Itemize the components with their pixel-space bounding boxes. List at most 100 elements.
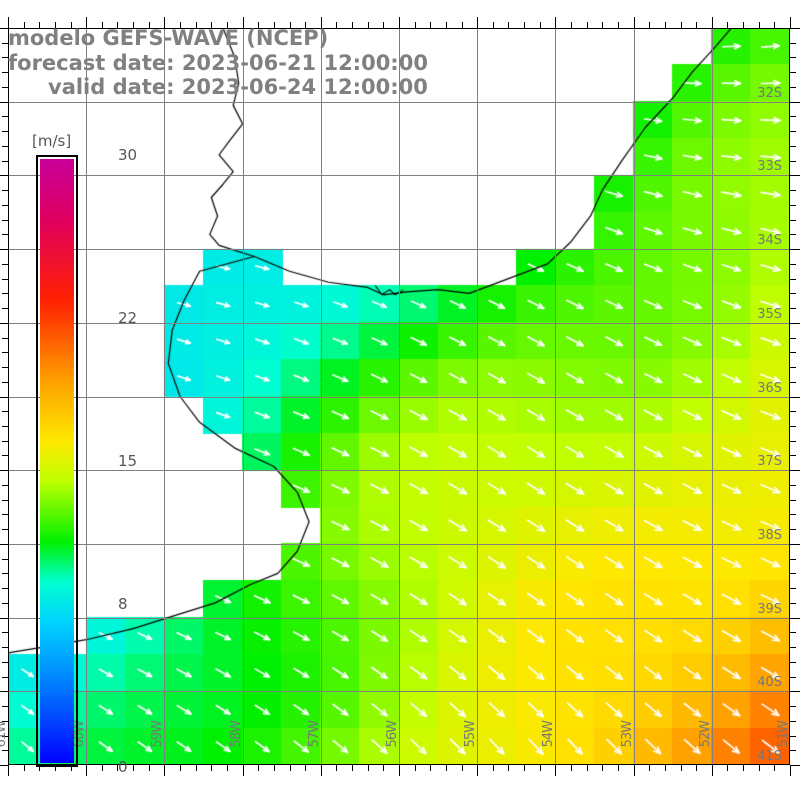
- tick-top: [258, 22, 259, 28]
- tick-left: [2, 220, 8, 221]
- tick-top: [8, 17, 9, 28]
- gridline-lat: [8, 544, 790, 545]
- tick-bottom: [665, 765, 666, 771]
- gridline-lat: [8, 618, 790, 619]
- tick-bottom: [649, 765, 650, 771]
- forecast-date-title: forecast date: 2023-06-21 12:00:00: [8, 50, 428, 75]
- tick-top: [774, 22, 775, 28]
- title-block: modelo GEFS-WAVE (NCEP) forecast date: 2…: [0, 26, 500, 100]
- gridline-lon: [399, 28, 400, 765]
- tick-bottom: [399, 765, 400, 776]
- tick-right: [790, 338, 796, 339]
- tick-right: [790, 190, 796, 191]
- gridline-lon: [634, 28, 635, 765]
- tick-top: [274, 22, 275, 28]
- tick-bottom: [462, 765, 463, 771]
- tick-left: [2, 116, 8, 117]
- latitude-label-35S: 35S: [757, 306, 782, 322]
- tick-top: [571, 22, 572, 28]
- tick-bottom: [211, 765, 212, 771]
- tick-right: [790, 293, 796, 294]
- tick-top: [618, 22, 619, 28]
- tick-bottom: [508, 765, 509, 771]
- longitude-label-57W: 57W: [306, 721, 322, 748]
- tick-bottom: [164, 765, 165, 776]
- tick-left: [2, 205, 8, 206]
- tick-right: [790, 514, 796, 515]
- colorbar-tick-22: 22: [118, 309, 138, 328]
- latitude-label-39S: 39S: [757, 601, 782, 617]
- tick-left: [2, 367, 8, 368]
- tick-right: [790, 382, 796, 383]
- tick-left: [0, 323, 8, 324]
- tick-bottom: [243, 765, 244, 776]
- tick-bottom: [493, 765, 494, 771]
- tick-top: [508, 22, 509, 28]
- tick-top: [759, 22, 760, 28]
- tick-left: [0, 397, 8, 398]
- tick-right: [790, 736, 796, 737]
- tick-top: [555, 17, 556, 28]
- tick-top: [540, 22, 541, 28]
- model-title: modelo GEFS-WAVE (NCEP): [8, 26, 329, 50]
- tick-left: [0, 470, 8, 471]
- tick-top: [681, 22, 682, 28]
- tick-left: [2, 588, 8, 589]
- tick-top: [462, 22, 463, 28]
- tick-top: [790, 17, 791, 28]
- tick-bottom: [336, 765, 337, 771]
- longitude-label-53W: 53W: [619, 721, 635, 748]
- tick-top: [493, 22, 494, 28]
- tick-right: [790, 559, 796, 560]
- tick-left: [2, 455, 8, 456]
- colorbar-gradient: [40, 159, 74, 763]
- tick-left: [2, 573, 8, 574]
- tick-right: [790, 220, 796, 221]
- tick-top: [634, 17, 635, 28]
- tick-top: [712, 17, 713, 28]
- tick-bottom: [368, 765, 369, 771]
- tick-top: [352, 22, 353, 28]
- tick-top: [524, 22, 525, 28]
- tick-top: [415, 22, 416, 28]
- tick-bottom: [180, 765, 181, 771]
- gridline-lon: [321, 28, 322, 765]
- gridline-lat: [8, 470, 790, 471]
- tick-right: [790, 721, 796, 722]
- tick-left: [2, 500, 8, 501]
- tick-left: [2, 146, 8, 147]
- tick-right: [790, 647, 796, 648]
- tick-top: [383, 22, 384, 28]
- tick-right: [790, 411, 796, 412]
- tick-top: [336, 22, 337, 28]
- tick-bottom: [149, 765, 150, 771]
- tick-right: [790, 131, 796, 132]
- latitude-label-33S: 33S: [757, 159, 782, 175]
- tick-top: [196, 22, 197, 28]
- tick-bottom: [587, 765, 588, 771]
- tick-top: [696, 22, 697, 28]
- tick-left: [2, 190, 8, 191]
- tick-bottom: [117, 765, 118, 771]
- plot-area: [8, 28, 790, 765]
- tick-left: [2, 411, 8, 412]
- tick-left: [2, 131, 8, 132]
- colorbar: [36, 155, 78, 767]
- tick-left: [2, 308, 8, 309]
- tick-bottom: [8, 765, 9, 776]
- tick-bottom: [602, 765, 603, 771]
- tick-left: [2, 338, 8, 339]
- tick-top: [477, 17, 478, 28]
- tick-top: [55, 22, 56, 28]
- tick-left: [2, 382, 8, 383]
- gridline-lat: [8, 323, 790, 324]
- tick-bottom: [790, 765, 791, 776]
- tick-right: [790, 323, 800, 324]
- tick-bottom: [305, 765, 306, 771]
- tick-top: [102, 22, 103, 28]
- tick-left: [0, 249, 8, 250]
- tick-bottom: [555, 765, 556, 776]
- tick-bottom: [634, 765, 635, 776]
- tick-bottom: [86, 765, 87, 776]
